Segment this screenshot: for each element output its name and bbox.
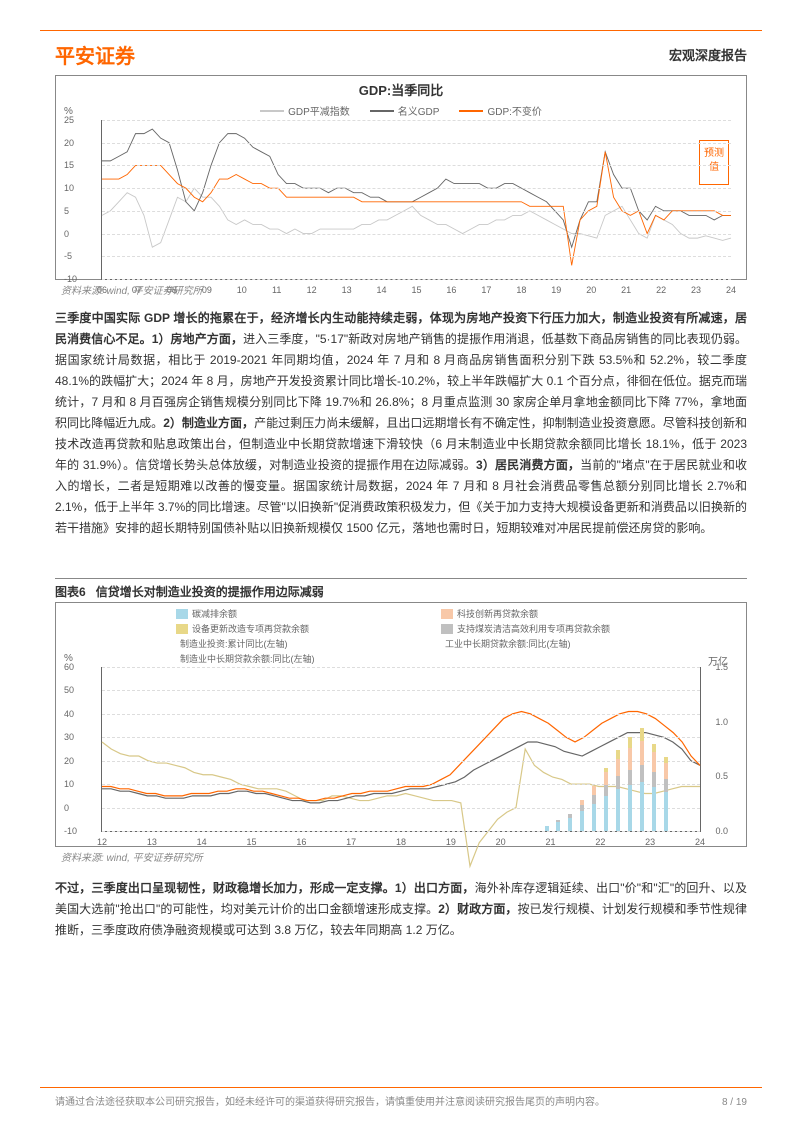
company-name: 平安证券	[55, 40, 135, 69]
footer-disclaimer: 请通过合法途径获取本公司研究报告，如经未经许可的渠道获得研究报告，请慎重使用并注…	[55, 1093, 605, 1108]
page-number: 8 / 19	[722, 1097, 747, 1108]
para2-lead: 不过，三季度出口呈现韧性，财政稳增长加力，形成一定支撑。	[55, 881, 395, 895]
chart1-source: 资料来源: wind, 平安证券研究所	[61, 282, 203, 297]
chart2-header-label: 图表6	[55, 585, 86, 599]
chart2-plot: % 万亿 -1001020304050600.00.51.01.51213141…	[101, 667, 701, 832]
para2-p2label: 2）财政方面，	[438, 902, 517, 916]
report-type: 宏观深度报告	[669, 45, 747, 64]
para1-p3label: 3）居民消费方面，	[476, 458, 580, 472]
chart2-legend: 碳减排余额 科技创新再贷款余额设备更新改造专项再贷款余额 支持煤炭清洁高效利用专项再…	[56, 603, 746, 667]
para1-p1label: 1）房地产方面，	[152, 332, 243, 346]
chart2-source: 资料来源: wind, 平安证券研究所	[61, 849, 203, 864]
chart2-legend-item: 支持煤炭清洁高效利用专项再贷款余额	[441, 622, 686, 635]
chart1-title: GDP:当季同比	[56, 76, 746, 101]
chart2-legend-item: 制造业投资:累计同比(左轴)	[176, 637, 421, 650]
top-border-line	[40, 30, 762, 31]
chart1-legend: GDP平减指数 名义GDP GDP:不变价	[56, 101, 746, 120]
chart1-legend-item: GDP:不变价	[459, 103, 541, 118]
paragraph-1: 三季度中国实际 GDP 增长的拖累在于，经济增长内生动能持续走弱，体现为房地产投…	[55, 308, 747, 539]
chart2-legend-item: 工业中长期贷款余额:同比(左轴)	[441, 637, 686, 650]
chart2-credit: 碳减排余额 科技创新再贷款余额设备更新改造专项再贷款余额 支持煤炭清洁高效利用专项再…	[55, 602, 747, 847]
para1-p2label: 2）制造业方面，	[163, 416, 254, 430]
footer-border-line	[40, 1087, 762, 1088]
chart2-legend-item: 科技创新再贷款余额	[441, 607, 686, 620]
chart1-gdp: GDP:当季同比 GDP平减指数 名义GDP GDP:不变价 % 预测值 -10-5…	[55, 75, 747, 280]
chart1-plot: % 预测值 -10-505101520250607080910111213141…	[101, 120, 731, 280]
para2-p1label: 1）出口方面，	[395, 881, 475, 895]
paragraph-2: 不过，三季度出口呈现韧性，财政稳增长加力，形成一定支撑。1）出口方面，海外补库存…	[55, 878, 747, 941]
chart2-legend-item: 制造业中长期贷款余额:同比(左轴)	[176, 652, 421, 665]
chart2-legend-item: 设备更新改造专项再贷款余额	[176, 622, 421, 635]
chart1-legend-item: 名义GDP	[370, 103, 440, 118]
chart1-legend-item: GDP平减指数	[260, 103, 350, 118]
chart2-svg	[102, 667, 700, 831]
page-header: 平安证券 宏观深度报告	[55, 40, 747, 69]
chart1-svg	[102, 120, 731, 279]
chart2-header-title: 信贷增长对制造业投资的提振作用边际减弱	[96, 585, 324, 599]
chart2-legend-item: 碳减排余额	[176, 607, 421, 620]
chart2-header: 图表6 信贷增长对制造业投资的提振作用边际减弱	[55, 578, 747, 605]
